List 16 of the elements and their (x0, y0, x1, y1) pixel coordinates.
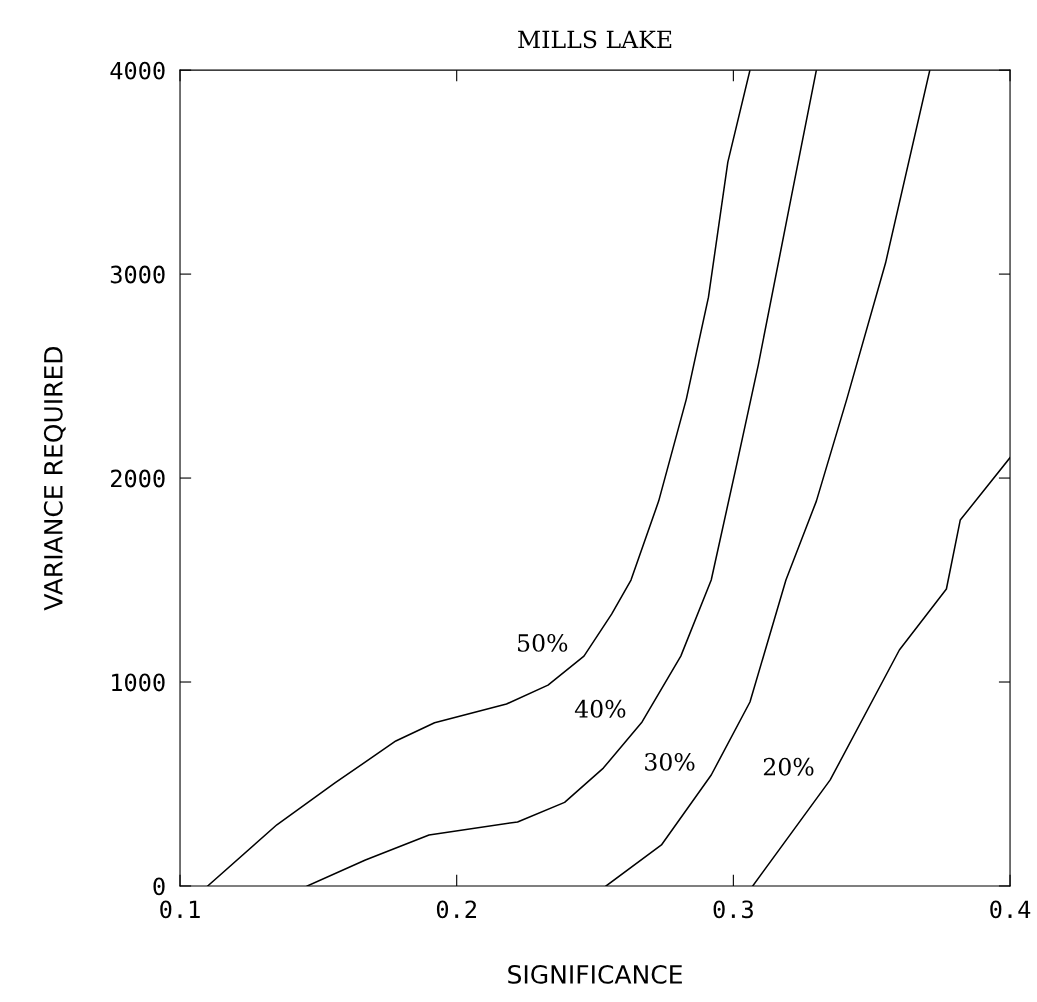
y-tick-label: 0 (153, 877, 165, 896)
series-label: 50% (518, 633, 568, 652)
y-tick-label: 1000 (112, 673, 165, 692)
series-label: 40% (574, 699, 626, 718)
y-tick-label: 3000 (110, 265, 165, 284)
x-tick-label: 0.4 (990, 900, 1031, 919)
series-label: 20% (763, 757, 814, 776)
x-tick-label: 0.3 (713, 900, 753, 919)
chart-title: MILLS LAKE (518, 30, 672, 49)
x-axis-title: SIGNIFICANCE (508, 964, 682, 984)
y-tick-label: 4000 (110, 61, 165, 80)
series-label: 30% (645, 752, 695, 771)
x-tick-label: 0.1 (160, 900, 200, 919)
x-tick-label: 0.2 (436, 900, 477, 919)
y-axis-title: VARIANCE REQUIRED (43, 346, 66, 611)
y-tick-label: 2000 (111, 469, 165, 488)
